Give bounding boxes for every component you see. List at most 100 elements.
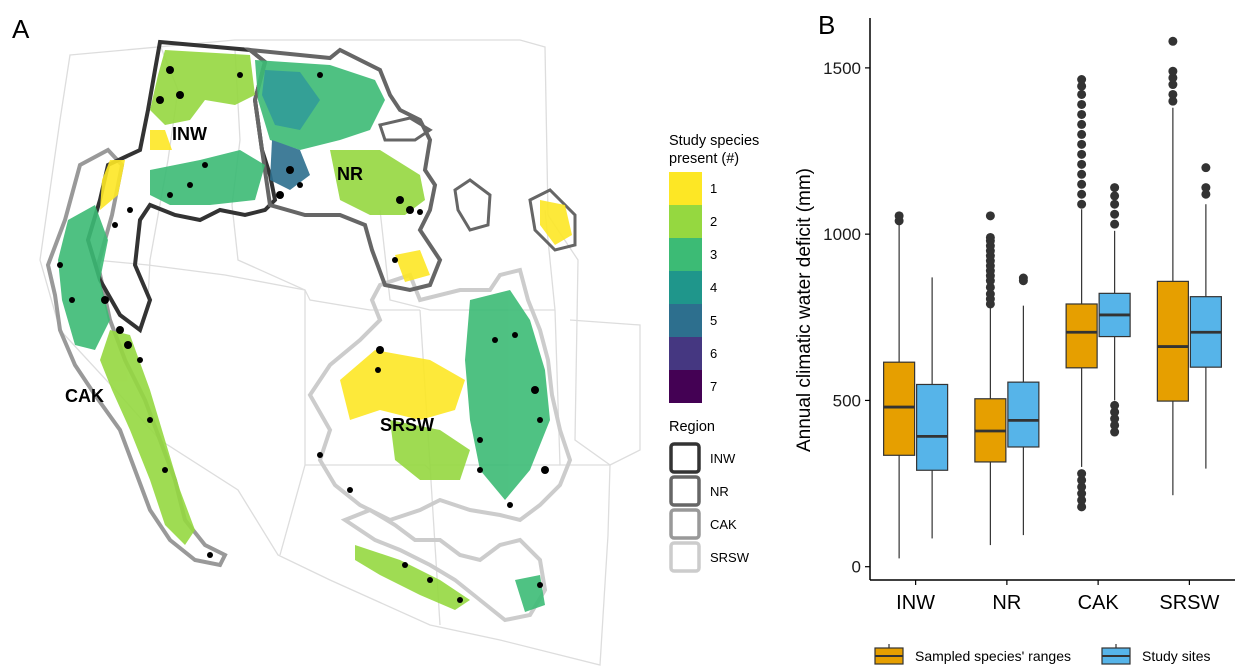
map-label-nr: NR (337, 164, 363, 184)
outlier-point (1077, 119, 1087, 129)
species-swatch-5 (669, 304, 702, 337)
outlier-point (1077, 99, 1087, 109)
species-legend-label-4: 4 (710, 280, 717, 295)
outlier-point (1110, 219, 1120, 229)
species-legend-label-3: 3 (710, 247, 717, 262)
outlier-point (1077, 159, 1087, 169)
box-inw-ranges (883, 211, 916, 559)
nr-region-outline (243, 47, 443, 293)
region-legend-label-srsw: SRSW (710, 550, 750, 565)
species-legend-label-1: 1 (710, 181, 717, 196)
outlier-point (985, 289, 995, 299)
map-label-srsw: SRSW (380, 415, 434, 435)
legend-label: Study sites (1142, 648, 1210, 664)
region-legend-label-inw: INW (710, 451, 736, 466)
x-tick-label-nr: NR (992, 592, 1021, 614)
y-tick-label: 1500 (823, 59, 861, 78)
outlier-point (1077, 502, 1087, 512)
outlier-point (1168, 96, 1178, 106)
species-swatch-3 (669, 238, 702, 271)
outlier-point (1077, 482, 1087, 492)
outlier-point (1077, 89, 1087, 99)
box-iqr (916, 383, 949, 471)
outlier-point (1110, 400, 1120, 410)
box-cak-ranges (1065, 75, 1098, 512)
x-tick-label-cak: CAK (1078, 592, 1120, 614)
species-legend-label-6: 6 (710, 346, 717, 361)
region-legend: Region INW NR CAK SRSW (669, 419, 750, 573)
outlier-point (1110, 414, 1120, 424)
nr-north-outline (378, 116, 433, 142)
x-tick-label-srsw: SRSW (1159, 592, 1219, 614)
outlier-point (1168, 36, 1178, 46)
species-swatch-1 (669, 172, 702, 205)
outlier-point (1168, 80, 1178, 90)
srsw-south-outline (340, 507, 548, 623)
region-swatch-cak (669, 508, 701, 540)
box-srsw-sites (1189, 163, 1222, 469)
region-legend-label-nr: NR (710, 484, 729, 499)
outlier-point (1077, 139, 1087, 149)
map-label-inw: INW (172, 124, 207, 144)
outlier-point (1077, 179, 1087, 189)
region-swatch-inw (669, 442, 701, 474)
panel-letter-b: B (818, 10, 836, 40)
box-inw-sites (916, 277, 949, 539)
box-srsw-ranges (1156, 36, 1189, 496)
outlier-point (1110, 191, 1120, 201)
water-deficit-boxplot: Annual climatic water deficit (mm) 0 500 1… (794, 18, 1235, 665)
legend-label: Sampled species' ranges (915, 648, 1071, 664)
outlier-point (1168, 89, 1178, 99)
outlier-point (1077, 149, 1087, 159)
species-swatch-7 (669, 370, 702, 403)
outlier-point (1110, 199, 1120, 209)
outlier-point (1077, 169, 1087, 179)
species-legend-title-line1: Study species (669, 133, 759, 149)
outlier-point (1077, 75, 1087, 85)
x-tick-label-inw: INW (896, 592, 935, 614)
outlier-point (1077, 489, 1087, 499)
species-richness-raster (58, 50, 572, 612)
outlier-point (1110, 407, 1120, 417)
legend-item-sites: Study sites (1101, 644, 1210, 665)
outlier-point (1018, 273, 1028, 283)
outlier-point (1168, 73, 1178, 83)
outlier-point (1201, 163, 1211, 173)
species-legend: Study species present (#) 1 2 3 4 5 6 7 (669, 133, 759, 403)
outlier-point (1077, 81, 1087, 91)
region-legend-label-cak: CAK (710, 517, 737, 532)
outlier-point (1077, 129, 1087, 139)
chart-legend: Sampled species' ranges Study sites (874, 644, 1210, 665)
outlier-point (1077, 189, 1087, 199)
outlier-point (894, 211, 904, 221)
nr-east-outline-2 (528, 188, 577, 252)
legend-item-ranges: Sampled species' ranges (874, 644, 1071, 665)
map-label-cak: CAK (65, 386, 104, 406)
outlier-point (1077, 469, 1087, 479)
species-legend-label-5: 5 (710, 313, 717, 328)
outlier-point (1110, 420, 1120, 430)
box-nr-sites (1007, 273, 1040, 536)
outlier-point (1077, 475, 1087, 485)
outlier-point (985, 232, 995, 242)
y-tick-label: 500 (833, 391, 861, 410)
panel-letter-a: A (12, 14, 30, 44)
y-tick-label: 1000 (823, 225, 861, 244)
species-swatch-2 (669, 205, 702, 238)
outlier-point (1201, 183, 1211, 193)
outlier-point (1110, 427, 1120, 437)
outlier-point (1077, 495, 1087, 505)
region-swatch-srsw (669, 541, 701, 573)
y-axis-title: Annual climatic water deficit (mm) (794, 168, 815, 452)
outlier-point (1110, 183, 1120, 193)
outlier-point (985, 282, 995, 292)
outlier-point (1201, 189, 1211, 199)
range-map: INW NR CAK SRSW Study species present (#… (39, 39, 759, 666)
outlier-point (1077, 199, 1087, 209)
study-site-points (57, 66, 549, 603)
species-legend-label-7: 7 (710, 379, 717, 394)
region-legend-title: Region (669, 419, 715, 435)
box-iqr (1156, 280, 1189, 402)
box-iqr (1065, 303, 1098, 369)
region-swatch-nr (669, 475, 701, 507)
